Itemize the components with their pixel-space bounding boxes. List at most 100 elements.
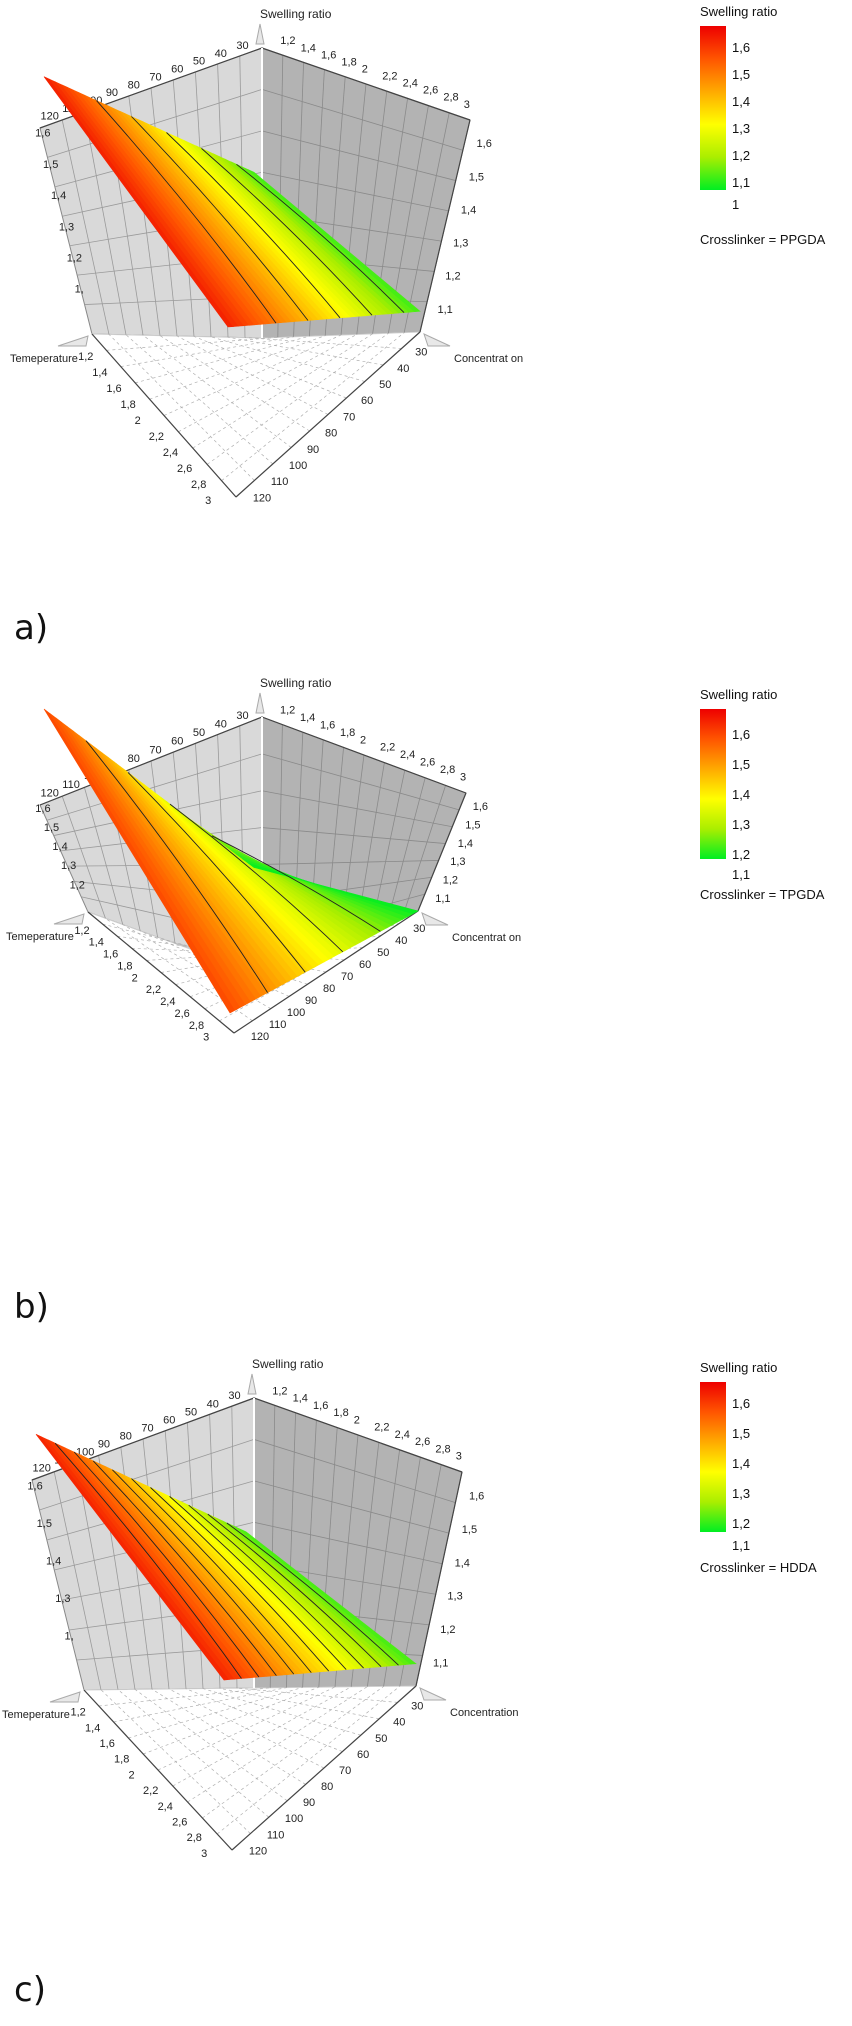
contour-line [112, 1469, 295, 1675]
legend-tick: 1,6 [732, 40, 751, 55]
concentration-tick-label: 120 [249, 1845, 267, 1857]
temperature-tick-label: 1,8 [114, 1754, 129, 1766]
top-temperature-tick: 1,2 [280, 704, 295, 716]
temperature-arrow [57, 335, 89, 347]
z-axis-right [415, 1471, 463, 1687]
contour-line [166, 132, 341, 319]
crosslinker-note: Crosslinker = TPGDA [700, 887, 825, 902]
floor-grid-line [135, 335, 310, 384]
left-z-tick-label: 1,3 [61, 860, 76, 872]
temperature-tick-label: 2,2 [146, 984, 161, 996]
z-tick-label: 1,2 [443, 875, 458, 887]
floor-grid-line [143, 1686, 319, 1755]
grid-line [261, 171, 449, 212]
top-temperature-tick: 3 [456, 1451, 462, 1463]
top-concentration-tick: 80 [120, 1430, 132, 1442]
temperature-axis [83, 1689, 233, 1851]
z-tick-label: 1,4 [458, 838, 473, 850]
legend-tick: 1,5 [732, 757, 751, 772]
contour-line [131, 1478, 312, 1673]
surface-plot-c-svg: Swelling ratio Temeperature Concentration 1… [2, 1357, 519, 1860]
top-concentration-tick: 30 [236, 40, 248, 52]
concentration-arrow [423, 333, 451, 347]
top-temperature-tick: 1,8 [340, 727, 355, 739]
z-arrow [255, 692, 265, 714]
grid-line [253, 1439, 456, 1503]
top-temperature-tick: 1,2 [280, 35, 295, 47]
contour-line [211, 835, 381, 932]
colorbar-legend: Swelling ratio 1,6 1,5 1,4 1,3 1,2 1,1 C… [700, 687, 852, 927]
floor-grid-line [117, 1689, 270, 1818]
temperature-tick-label: 2,4 [160, 996, 175, 1008]
legend-tick: 1,6 [732, 1396, 751, 1411]
concentration-tick-label: 90 [305, 995, 317, 1007]
floor-grid-line [168, 1688, 325, 1769]
concentration-tick-label: 100 [285, 1813, 303, 1825]
z-tick-label: 1,1 [435, 893, 450, 905]
left-z-tick-label: 1,5 [37, 1518, 52, 1530]
top-temperature-tick: 1,2 [272, 1385, 287, 1397]
top-temperature-tick: 3 [460, 772, 466, 784]
legend-tick: 1,3 [732, 817, 751, 832]
z-axis-title: Swelling ratio [260, 676, 332, 690]
floor-grid-line [185, 1688, 343, 1752]
top-temperature-tick: 2,6 [420, 757, 435, 769]
top-concentration-tick: 40 [215, 718, 227, 730]
left-z-tick-label: 1,4 [51, 190, 66, 202]
floor-grid-line [244, 337, 402, 349]
concentration-tick-label: 110 [271, 476, 289, 488]
top-concentration-tick: 80 [128, 753, 140, 765]
floor-grid-line [172, 1686, 352, 1787]
z-tick-label: 1,6 [469, 1490, 484, 1502]
temperature-tick-label: 1,4 [85, 1722, 100, 1734]
top-concentration-tick: 110 [62, 779, 80, 791]
top-concentration-tick: 70 [141, 1422, 153, 1434]
floor-grid-line [134, 1689, 288, 1802]
top-temperature-tick: 1,6 [320, 719, 335, 731]
temperature-tick-label: 2,4 [158, 1801, 173, 1813]
grid-line [84, 111, 127, 335]
concentration-axis [231, 1685, 417, 1851]
contour-line [207, 1513, 382, 1668]
concentration-tick-label: 70 [341, 971, 353, 983]
concentration-tick-label: 60 [359, 959, 371, 971]
z-tick-label: 1,1 [433, 1658, 448, 1670]
top-edge-right [261, 716, 467, 794]
z-tick-label: 1,3 [450, 856, 465, 868]
temperature-tick-label: 2,4 [163, 447, 178, 459]
concentration-tick-label: 80 [325, 428, 337, 440]
legend-tick: 1,4 [732, 1456, 751, 1471]
colorbar [700, 1382, 726, 1532]
top-concentration-tick: 80 [128, 79, 140, 91]
surface-strip [248, 862, 419, 915]
top-temperature-tick: 1,4 [293, 1393, 308, 1405]
top-concentration-tick: 120 [41, 787, 59, 799]
left-z-tick-label: 1,6 [35, 128, 50, 140]
floor [82, 1685, 418, 1851]
temperature-axis [91, 333, 237, 498]
z-axis-title: Swelling ratio [260, 7, 332, 21]
surface-plot-a-svg: Swelling ratio Temeperature Concentrat on 1… [10, 7, 523, 507]
top-concentration-tick: 50 [185, 1406, 197, 1418]
contour-line [150, 1487, 330, 1672]
grid-line [39, 1439, 255, 1511]
legend-tick: 1,2 [732, 148, 751, 163]
legend-tick: 1,4 [732, 787, 751, 802]
colorbar [700, 709, 726, 859]
z-tick-label: 1,2 [440, 1624, 455, 1636]
temperature-tick-label: 2,8 [187, 1832, 202, 1844]
temperature-tick-label: 1,6 [103, 949, 118, 961]
crosslinker-note: Crosslinker = PPGDA [700, 232, 826, 247]
top-concentration-tick: 50 [193, 727, 205, 739]
top-temperature-tick: 2,4 [400, 749, 415, 761]
floor-grid-line [120, 336, 294, 367]
legend-tick: 1,1 [732, 175, 751, 190]
concentration-tick-label: 50 [379, 379, 391, 391]
top-edge-right [253, 1397, 463, 1473]
z-tick-label: 1,4 [461, 204, 476, 216]
grid-line [46, 753, 263, 821]
floor [90, 331, 422, 498]
colorbar [700, 26, 726, 190]
concentration-tick-label: 30 [411, 1701, 423, 1713]
temperature-tick-label: 3 [201, 1848, 207, 1860]
